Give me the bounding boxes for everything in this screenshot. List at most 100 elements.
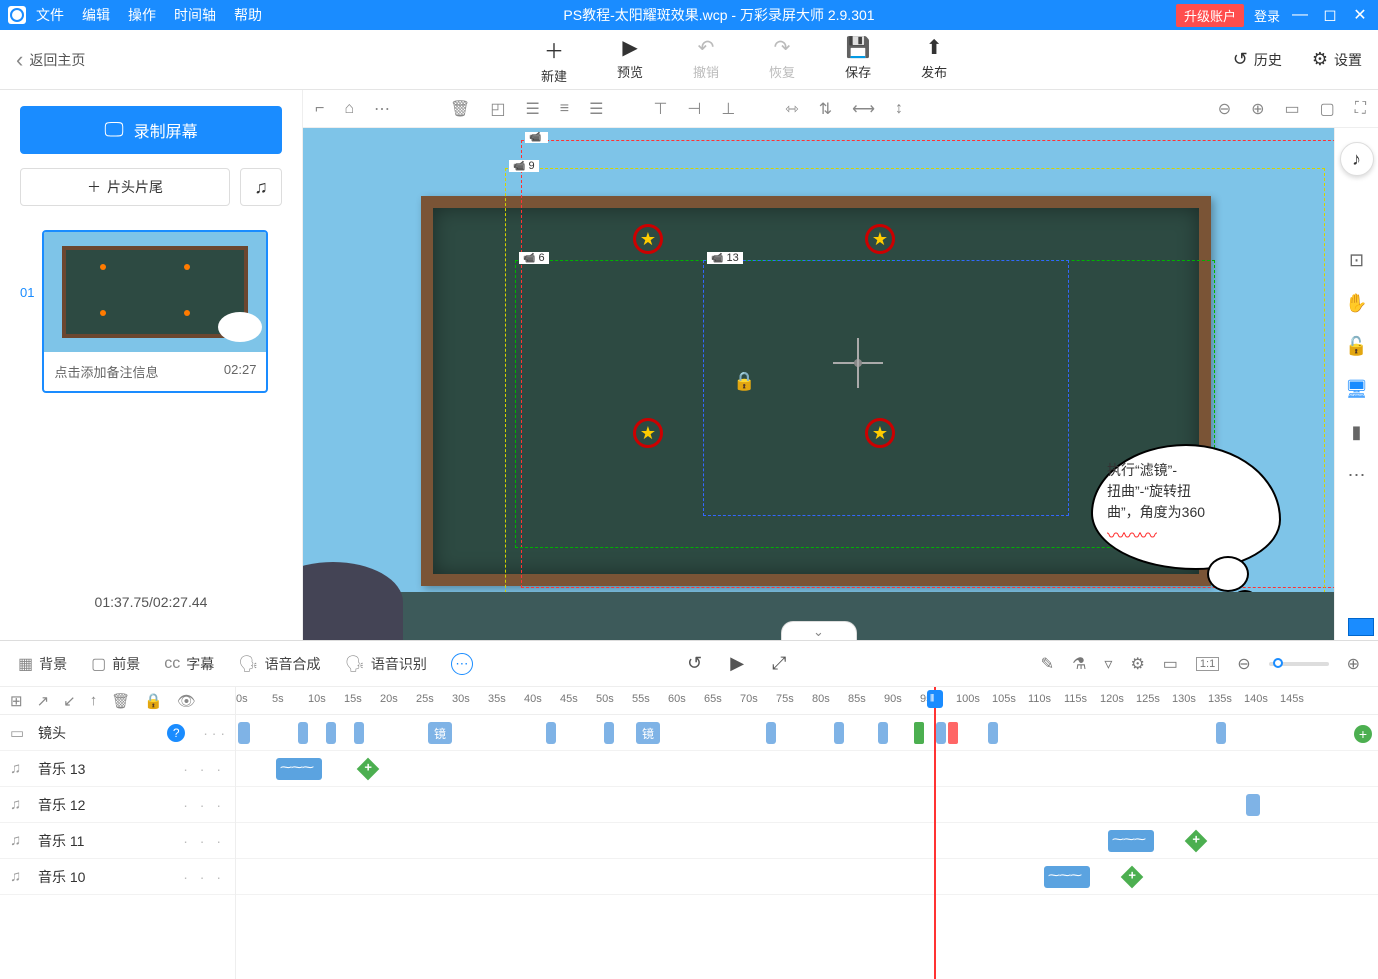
timeline-tab-0[interactable]: ▦背景 [18,654,67,674]
canvas[interactable]: 9 6 13 🔒 执行“滤镜”- 扭曲”-“旋转扭 曲”，角度为360 〰〰〰 … [303,128,1334,640]
home-icon[interactable]: ⌂ [344,100,354,118]
minimize-button[interactable]: — [1290,6,1310,24]
add-clip-button[interactable]: + [1354,725,1372,743]
upgrade-button[interactable]: 升级账户 [1176,4,1244,27]
canvas-minimap[interactable] [1348,618,1374,636]
camera-clip[interactable] [326,722,336,744]
edit-icon[interactable]: ✎ [1041,654,1054,674]
marker-red[interactable] [948,722,958,744]
camera-clip[interactable] [298,722,308,744]
camera-clip[interactable] [834,722,844,744]
import-icon[interactable]: ↙ [63,692,76,710]
ratio-icon[interactable]: 1:1 [1196,657,1219,671]
menu-edit[interactable]: 编辑 [82,5,110,25]
funnel-icon[interactable]: ▿ [1104,654,1112,674]
camera-clip[interactable] [936,722,946,744]
target-icon[interactable]: ⊡ [1349,250,1364,271]
audio-clip[interactable] [1044,866,1090,888]
camera-clip[interactable] [238,722,250,744]
timeline-tracks[interactable]: 0s5s10s15s20s25s30s35s40s45s50s55s60s65s… [236,687,1378,979]
fullscreen-icon[interactable]: ⛶ [1355,100,1366,118]
align-c-icon[interactable]: ≡ [560,100,569,118]
export-icon[interactable]: ↗ [37,692,50,710]
track-row-camera[interactable]: + 镜 镜 [236,715,1378,751]
rewind-button[interactable]: ↺ [687,653,702,674]
zoom-out-icon[interactable]: ⊖ [1218,99,1231,119]
camera-clip[interactable] [546,722,556,744]
login-button[interactable]: 登录 [1254,6,1280,25]
timeline-ruler[interactable]: 0s5s10s15s20s25s30s35s40s45s50s55s60s65s… [236,687,1378,715]
toolbar-new-button[interactable]: ＋新建 [541,35,567,85]
menu-action[interactable]: 操作 [128,5,156,25]
align-bl-icon[interactable]: ⌐ [315,100,324,118]
actual-icon[interactable]: ▢ [1320,99,1335,119]
music-note-button[interactable]: ♪ [1340,142,1374,176]
speech-bubble[interactable]: 执行“滤镜”- 扭曲”-“旋转扭 曲”，角度为360 〰〰〰 [1091,444,1281,570]
camera-clip[interactable] [988,722,998,744]
blackboard[interactable]: 9 6 13 🔒 执行“滤镜”- 扭曲”-“旋转扭 曲”，角度为360 〰〰〰 [421,196,1211,586]
up-icon[interactable]: ↑ [90,692,98,709]
menu-help[interactable]: 帮助 [234,5,262,25]
timeline-tab-1[interactable]: ▢前景 [91,654,140,674]
zoom-out2-icon[interactable]: ⊖ [1237,654,1250,674]
eye-icon[interactable]: 👁 [177,692,196,710]
valign-b-icon[interactable]: ⊥ [721,99,735,119]
audio-clip[interactable] [276,758,322,780]
track-row-music11[interactable] [236,823,1378,859]
zoom-in2-icon[interactable]: ⊕ [1347,654,1360,674]
timeline-tab-3[interactable]: 🗣语音合成 [238,654,320,674]
timeline-tab-4[interactable]: 🗣语音识别 [345,654,427,674]
selection-blue[interactable] [703,260,1069,516]
track-header-4[interactable]: ♫音乐 10· · · [0,859,235,895]
camera-clip[interactable]: 镜 [428,722,452,744]
fit-icon[interactable]: ▭ [1285,99,1300,119]
add-track-icon[interactable]: ⊞ [10,692,23,710]
timeline-tab-2[interactable]: cc字幕 [164,654,214,674]
track-header-0[interactable]: ▭镜头?· · · [0,715,235,751]
record-screen-button[interactable]: 🖵 录制屏幕 [20,106,282,154]
align-l-icon[interactable]: ☰ [525,99,539,119]
add-keyframe[interactable] [1121,866,1144,889]
dist-v-icon[interactable]: ⇅ [819,99,832,119]
delete-icon[interactable]: 🗑 [111,692,130,710]
more-v-icon[interactable]: ⋯ [1348,465,1366,486]
menu-file[interactable]: 文件 [36,5,64,25]
hand-icon[interactable]: ✋ [1345,293,1367,314]
track-row-music10[interactable] [236,859,1378,895]
track-header-2[interactable]: ♫音乐 12· · · [0,787,235,823]
playhead[interactable] [934,687,936,979]
mobile-icon[interactable]: ▮ [1352,422,1362,443]
valign-t-icon[interactable]: ⊤ [653,99,667,119]
help-icon[interactable]: ? [167,724,185,742]
scene-card[interactable]: 点击添加备注信息 02:27 [42,230,268,393]
settings2-icon[interactable]: ⚙ [1130,654,1144,674]
back-home-button[interactable]: 返回主页 [16,47,85,73]
scene-note[interactable]: 点击添加备注信息 [54,362,158,381]
camera-clip[interactable]: 镜 [636,722,660,744]
toolbar-publish-button[interactable]: ⬆发布 [921,35,947,85]
zoom-in-icon[interactable]: ⊕ [1251,99,1264,119]
crop-icon[interactable]: ◰ [490,99,505,119]
flip-h-icon[interactable]: ⟷ [852,99,875,119]
lock-track-icon[interactable]: 🔒 [144,692,163,710]
audio-clip[interactable] [1246,794,1260,816]
track-row-music13[interactable] [236,751,1378,787]
dist-h-icon[interactable]: ⇿ [785,99,798,119]
track-header-1[interactable]: ♫音乐 13· · · [0,751,235,787]
collapse-canvas-button[interactable]: ⌄ [781,621,857,640]
flip-v-icon[interactable]: ↕ [895,100,903,118]
more-icon[interactable]: ⋯ [374,99,390,119]
close-button[interactable]: ✕ [1350,5,1370,25]
intro-outro-button[interactable]: ＋ 片头片尾 [20,168,230,206]
camera-clip[interactable] [1216,722,1226,744]
timeline-more-button[interactable]: ⋯ [451,653,473,675]
snap-icon[interactable]: ▭ [1163,654,1178,674]
camera-clip[interactable] [878,722,888,744]
zoom-slider[interactable] [1269,662,1329,666]
marker-green[interactable] [914,722,924,744]
audio-clip[interactable] [1108,830,1154,852]
desktop-icon[interactable]: 🖥 [1345,379,1368,400]
music-button[interactable]: ♫ [240,168,282,206]
align-r-icon[interactable]: ☰ [589,99,603,119]
valign-m-icon[interactable]: ⊣ [687,99,701,119]
